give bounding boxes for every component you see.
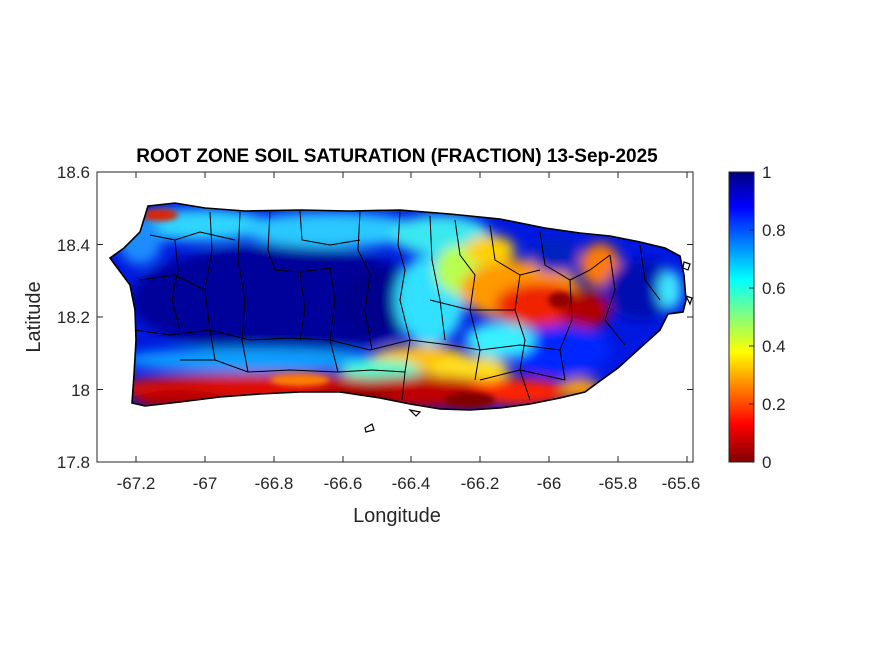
x-tick-label: -65.8 [599,474,638,493]
x-tick-label: -66.4 [392,474,431,493]
colorbar-tick-label: 0.2 [762,395,786,414]
y-tick-label: 18.2 [57,308,90,327]
colorbar-gradient [728,171,755,463]
y-tick-labels: 18.6 18.4 18.2 18 17.8 [57,163,90,472]
x-axis-label: Longitude [353,505,441,527]
y-tick-label: 18.4 [57,236,90,255]
x-tick-label: -65.6 [662,474,701,493]
x-tick-labels: -67.2 -67 -66.8 -66.6 -66.4 -66.2 -66 -6… [117,474,701,493]
colorbar-tick-label: 1 [762,163,771,182]
colorbar: 1 0.8 0.6 0.4 0.2 0 [728,163,786,472]
municipality-boundaries [134,210,661,401]
y-tick-label: 17.8 [57,453,90,472]
x-tick-label: -66 [537,474,562,493]
colorbar-tick-label: 0.4 [762,337,786,356]
map-tick-marks [97,171,693,463]
x-tick-label: -66.6 [324,474,363,493]
colorbar-tick-label: 0 [762,453,771,472]
x-tick-label: -67.2 [117,474,156,493]
island-coastline [108,202,687,411]
y-axis-label: Latitude [23,281,45,352]
y-tick-label: 18 [71,381,90,400]
x-tick-label: -66.8 [255,474,294,493]
map-title: ROOT ZONE SOIL SATURATION (FRACTION) 13-… [136,146,658,167]
x-tick-label: -66.2 [461,474,500,493]
x-tick-label: -67 [193,474,218,493]
colorbar-tick-label: 0.8 [762,221,786,240]
y-tick-label: 18.6 [57,163,90,182]
colorbar-tick-label: 0.6 [762,279,786,298]
offshore-islets [364,261,693,433]
